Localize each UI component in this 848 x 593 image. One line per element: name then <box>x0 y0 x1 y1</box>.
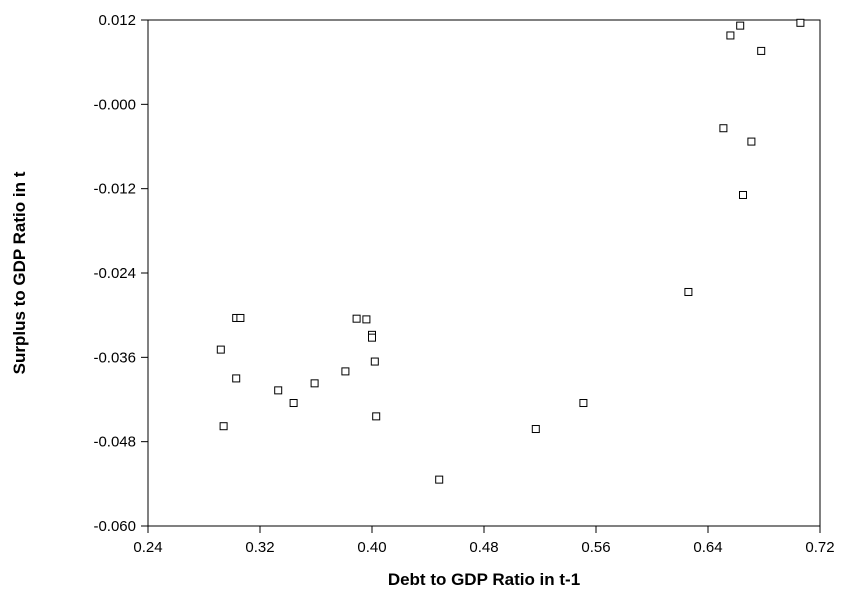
y-tick-label: -0.012 <box>93 181 136 198</box>
data-point <box>219 422 228 431</box>
data-point <box>341 367 350 376</box>
data-point <box>216 345 225 354</box>
x-tick-label: 0.56 <box>581 539 610 556</box>
x-tick-label: 0.48 <box>469 539 498 556</box>
data-point <box>757 46 766 55</box>
data-point <box>579 399 588 408</box>
data-point <box>372 412 381 421</box>
data-point <box>736 21 745 30</box>
data-point <box>684 287 693 296</box>
data-point <box>368 333 376 342</box>
data-point <box>274 386 283 395</box>
x-tick-label: 0.64 <box>693 539 722 556</box>
x-tick-label: 0.72 <box>805 539 834 556</box>
data-point <box>370 357 379 366</box>
data-point <box>232 374 241 383</box>
data-point <box>531 425 540 434</box>
y-tick-label: -0.000 <box>93 96 136 113</box>
data-point <box>747 137 756 146</box>
data-point <box>435 475 444 484</box>
x-tick-label: 0.40 <box>357 539 386 556</box>
data-point <box>289 399 298 408</box>
y-tick-label: -0.060 <box>93 518 136 535</box>
y-tick-label: -0.048 <box>93 434 136 451</box>
y-axis-title: Surplus to GDP Ratio in t <box>10 171 29 374</box>
y-tick-label: 0.012 <box>98 12 136 29</box>
plot-frame <box>147 19 821 527</box>
data-point <box>352 314 361 323</box>
y-tick-label: -0.024 <box>93 265 136 282</box>
x-tick-label: 0.32 <box>245 539 274 556</box>
data-point <box>310 379 319 388</box>
data-point <box>362 315 371 324</box>
x-tick-label: 0.24 <box>133 539 162 556</box>
y-tick-label: -0.036 <box>93 349 136 366</box>
data-point <box>796 18 805 27</box>
data-point <box>236 313 245 322</box>
data-point <box>719 124 728 133</box>
x-axis-title: Debt to GDP Ratio in t-1 <box>388 570 580 589</box>
data-points <box>216 18 805 484</box>
data-point <box>726 31 735 40</box>
x-axis: 0.24 0.32 0.40 0.48 0.56 0.64 0.72 <box>133 526 835 556</box>
data-point <box>739 190 747 199</box>
y-axis: 0.012 -0.000 -0.012 -0.024 -0.036 -0.048 -0.06… <box>93 12 148 535</box>
